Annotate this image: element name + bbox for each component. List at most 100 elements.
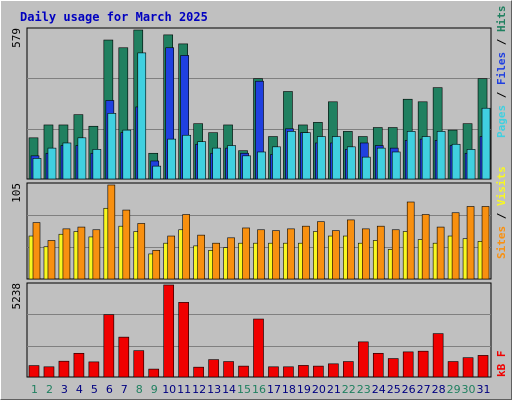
bar-kb-day-30 (462, 357, 474, 378)
bar-sites-day-3 (62, 228, 71, 280)
tick-label-day-21: 21 (327, 383, 341, 396)
tick-label-day-17: 17 (267, 383, 281, 396)
tick-label-day-11: 11 (177, 383, 191, 396)
tick-label-day-18: 18 (282, 383, 296, 396)
tick-label-day-16: 16 (252, 383, 266, 396)
bar-pages-day-26 (406, 131, 416, 180)
bar-kb-day-1 (28, 365, 40, 378)
bar-sites-day-13 (212, 242, 220, 280)
bar-pages-day-23 (361, 156, 371, 180)
bar-kb-day-14 (223, 361, 234, 378)
bar-sites-day-9 (152, 250, 161, 280)
tick-label-day-19: 19 (297, 383, 311, 396)
bar-kb-day-22 (343, 361, 354, 378)
bar-kb-day-7 (118, 336, 130, 378)
bar-pages-day-27 (421, 136, 431, 180)
bar-sites-day-10 (167, 235, 176, 280)
bar-sites-day-8 (137, 223, 146, 280)
tick-label-day-13: 13 (207, 383, 221, 396)
bar-kb-day-3 (58, 360, 70, 378)
bar-kb-day-8 (133, 350, 145, 378)
bar-sites-day-17 (272, 230, 280, 280)
bar-sites-day-20 (317, 221, 325, 280)
bar-kb-day-16 (253, 318, 264, 378)
bar-pages-day-14 (227, 145, 236, 180)
tick-label-day-15: 15 (237, 383, 251, 396)
bar-sites-day-31 (481, 206, 490, 280)
bar-kb-day-20 (313, 365, 324, 378)
legend-panel-1: Pages / Files / Hits (495, 6, 508, 139)
tick-label-day-29: 29 (447, 383, 461, 396)
bar-sites-day-29 (451, 212, 460, 280)
bar-kb-day-29 (447, 361, 459, 378)
tick-label-day-4: 4 (76, 383, 83, 396)
bar-sites-day-22 (347, 219, 355, 280)
bar-sites-day-23 (361, 228, 370, 280)
bar-kb-day-19 (298, 365, 309, 378)
bar-pages-day-6 (107, 113, 117, 180)
tick-label-day-26: 26 (402, 383, 416, 396)
tick-label-day-6: 6 (106, 383, 113, 396)
bar-pages-day-13 (212, 147, 221, 180)
tick-label-day-12: 12 (192, 383, 206, 396)
bar-sites-day-14 (227, 237, 235, 280)
bar-sites-day-25 (391, 229, 400, 280)
bar-kb-day-28 (432, 333, 444, 378)
bar-sites-day-16 (257, 229, 265, 280)
bar-sites-day-26 (406, 201, 415, 280)
bar-pages-day-12 (197, 141, 206, 180)
tick-label-day-20: 20 (312, 383, 326, 396)
bar-kb-day-18 (283, 366, 294, 378)
bar-kb-day-11 (178, 302, 189, 378)
tick-label-day-10: 10 (162, 383, 176, 396)
legend-panel-3: kB F (495, 351, 508, 378)
bar-sites-day-5 (92, 229, 101, 280)
bar-kb-day-15 (238, 365, 249, 378)
bar-kb-day-23 (357, 341, 369, 378)
bar-kb-day-10 (163, 284, 175, 378)
bar-pages-day-28 (436, 131, 446, 180)
bar-sites-day-27 (421, 214, 430, 280)
bar-pages-day-30 (466, 149, 476, 180)
bar-pages-day-18 (287, 131, 296, 180)
bar-pages-day-29 (451, 143, 461, 180)
bar-kb-day-6 (103, 314, 115, 378)
tick-label-day-31: 31 (477, 383, 491, 396)
bar-sites-day-12 (197, 234, 205, 280)
tick-label-day-28: 28 (432, 383, 446, 396)
bar-pages-day-16 (257, 151, 266, 180)
tick-label-day-24: 24 (372, 383, 386, 396)
bar-sites-day-7 (122, 209, 131, 280)
panel-1-max-label: 579 (10, 28, 23, 48)
bar-kb-day-12 (193, 366, 204, 378)
tick-label-day-7: 7 (121, 383, 128, 396)
bar-kb-day-21 (328, 363, 339, 378)
bar-sites-day-30 (466, 206, 475, 280)
bar-kb-day-13 (208, 359, 219, 378)
bar-sites-day-21 (332, 230, 340, 280)
tick-label-day-14: 14 (222, 383, 236, 396)
bar-pages-day-4 (77, 137, 87, 180)
tick-label-day-27: 27 (417, 383, 431, 396)
bar-pages-day-8 (137, 52, 147, 180)
panel-3-max-label: 5238 (10, 283, 23, 310)
bar-kb-day-2 (43, 366, 55, 378)
bar-pages-day-11 (182, 134, 191, 180)
panel-2-max-label: 105 (10, 183, 23, 203)
bar-pages-day-1 (32, 158, 42, 180)
chart-title: Daily usage for March 2025 (20, 10, 208, 24)
bar-pages-day-22 (347, 146, 356, 180)
bar-kb-day-5 (88, 361, 100, 378)
bar-pages-day-7 (122, 129, 132, 180)
tick-label-day-1: 1 (31, 383, 38, 396)
bar-sites-day-19 (302, 225, 310, 280)
bar-kb-day-17 (268, 366, 279, 378)
bar-sites-day-15 (242, 227, 250, 280)
bar-pages-day-3 (62, 142, 72, 180)
bar-pages-day-17 (272, 146, 281, 180)
tick-label-day-25: 25 (387, 383, 401, 396)
bar-sites-day-1 (32, 222, 41, 280)
tick-label-day-30: 30 (462, 383, 476, 396)
bar-pages-day-25 (391, 151, 401, 180)
